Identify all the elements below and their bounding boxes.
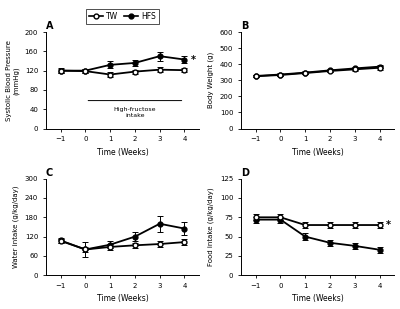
Text: B: B: [241, 21, 248, 31]
X-axis label: Time (Weeks): Time (Weeks): [97, 148, 148, 157]
Text: D: D: [241, 168, 249, 178]
X-axis label: Time (Weeks): Time (Weeks): [292, 294, 344, 303]
Text: C: C: [46, 168, 53, 178]
Legend: TW, HFS: TW, HFS: [86, 9, 159, 24]
Text: High-fructose
intake: High-fructose intake: [114, 107, 156, 118]
Y-axis label: Systolic Blood Pressure
(mmHg): Systolic Blood Pressure (mmHg): [6, 40, 19, 121]
Text: *: *: [386, 220, 391, 230]
X-axis label: Time (Weeks): Time (Weeks): [97, 294, 148, 303]
Text: A: A: [46, 21, 53, 31]
Y-axis label: Water intake (g/kg/day): Water intake (g/kg/day): [12, 186, 19, 268]
Y-axis label: Body Weight (g): Body Weight (g): [208, 52, 214, 108]
Text: *: *: [191, 55, 196, 65]
Y-axis label: Food intake (g/kg/day): Food intake (g/kg/day): [208, 188, 214, 266]
X-axis label: Time (Weeks): Time (Weeks): [292, 148, 344, 157]
